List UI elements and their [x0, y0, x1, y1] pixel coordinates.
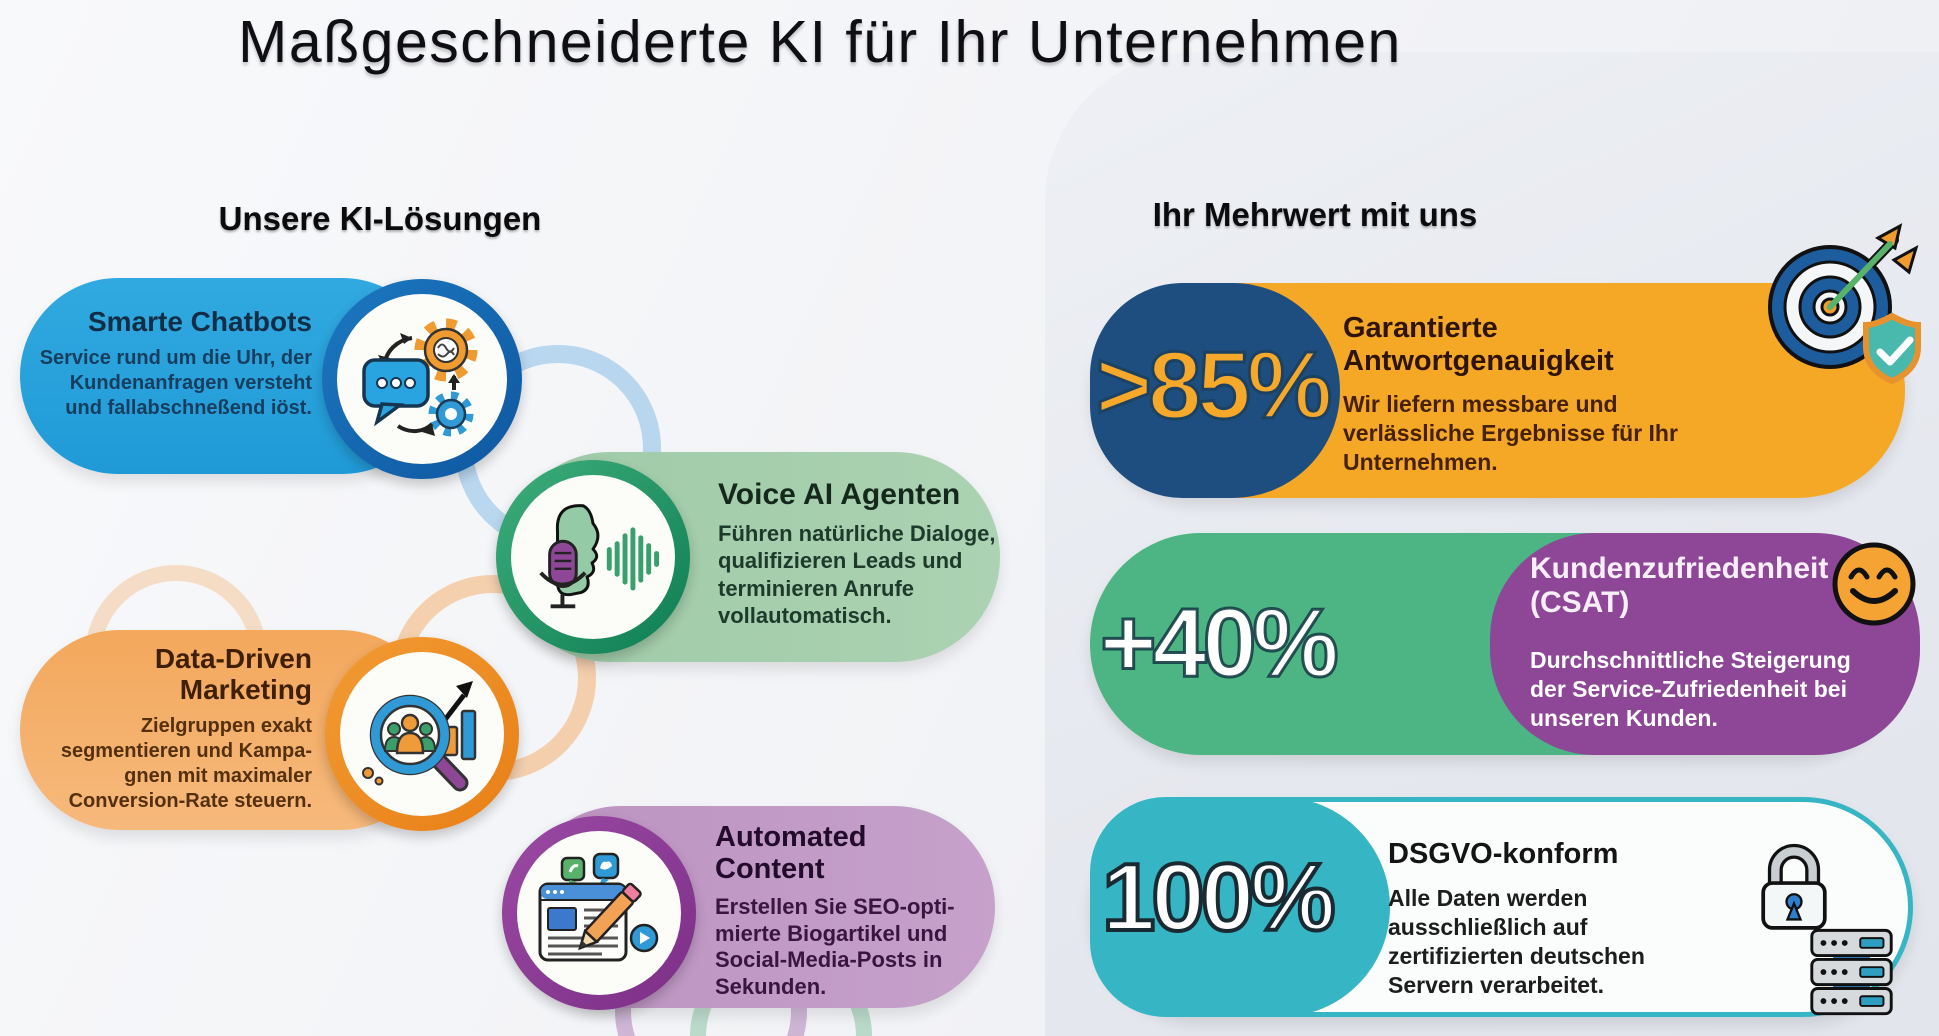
card-title: Automated Content	[715, 821, 867, 885]
marketing-icon-circle	[325, 637, 519, 831]
card-automated-content-text: Automated Content Erstellen Sie SEO-opti…	[715, 821, 993, 1001]
target-shield-icon	[1742, 212, 1932, 407]
smiley-icon	[1829, 539, 1919, 634]
content-writing-icon	[538, 852, 658, 962]
chatbot-icon-circle	[322, 279, 522, 479]
card-body: Zielgruppen exakt segmentieren und Kampa…	[60, 714, 312, 812]
benefit-dsgvo-value: 100%	[1100, 844, 1338, 951]
card-title: Voice AI Agenten	[718, 478, 961, 511]
content-icon-circle	[502, 816, 696, 1010]
card-body: Führen natürliche Dialoge, qualifizieren…	[718, 521, 996, 628]
benefit-dsgvo-value-blob	[1090, 797, 1390, 1017]
left-section-header: Unsere KI-Lösungen	[218, 200, 542, 237]
benefit-dsgvo-body: Alle Daten werden ausschließlich auf zer…	[1388, 885, 1645, 998]
benefit-csat-body: Durchschnittliche Steigerung der Service…	[1530, 647, 1851, 731]
card-body: Service rund um die Uhr, der Kundenanfra…	[39, 347, 312, 419]
benefit-csat-value: +40%	[1099, 588, 1341, 697]
padlock-icon	[1752, 836, 1836, 937]
card-body: Erstellen Sie SEO-opti- mierte Biogartik…	[715, 893, 955, 1000]
benefit-accuracy-value: >85%	[1094, 332, 1333, 439]
card-title: Smarte Chatbots	[87, 306, 312, 337]
chatbot-gears-icon	[362, 318, 478, 437]
right-section-header: Ihr Mehrwert mit uns	[1152, 196, 1478, 233]
benefit-csat-title: Kundenzufriedenheit (CSAT)	[1530, 552, 1829, 620]
card-voice-ai-text: Voice AI Agenten Führen natürliche Dialo…	[718, 478, 1003, 629]
benefit-accuracy-title: Garantierte Antwortgenauigkeit	[1343, 312, 1614, 378]
card-smart-chatbots-text: Smarte Chatbots Service rund um die Uhr,…	[20, 306, 312, 420]
audience-analytics-icon	[362, 681, 477, 792]
card-data-driven-marketing-text: Data-Driven Marketing Zielgruppen exakt …	[20, 643, 312, 814]
voice-agent-icon	[539, 504, 660, 609]
benefit-accuracy-value-blob	[1090, 283, 1340, 498]
benefit-accuracy-body: Wir liefern messbare und verlässliche Er…	[1343, 391, 1678, 475]
voice-icon-circle	[496, 460, 690, 654]
server-stack-icon	[1806, 928, 1898, 1023]
page-title: Maßgeschneiderte KI für Ihr Unternehmen	[238, 9, 1402, 75]
card-title: Data-Driven Marketing	[154, 643, 312, 705]
benefit-dsgvo-title: DSGVO-konform	[1388, 838, 1619, 870]
